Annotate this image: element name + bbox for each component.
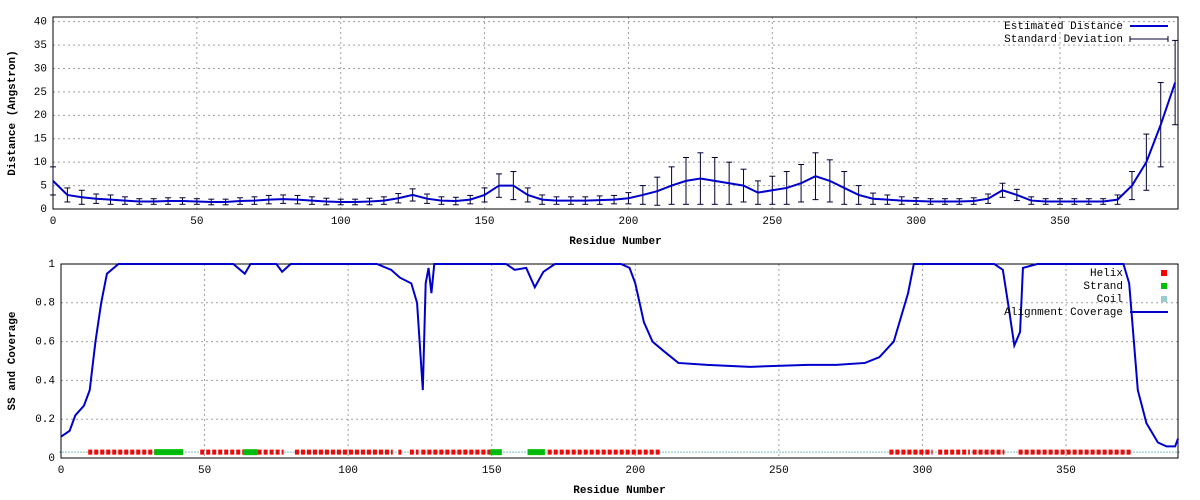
x-tick-label: 150 bbox=[475, 216, 495, 228]
y-tick-label: 10 bbox=[34, 157, 47, 169]
y-tick-label: 0.4 bbox=[35, 375, 55, 387]
y-tick-label: 25 bbox=[34, 87, 47, 99]
x-tick-label: 150 bbox=[482, 465, 502, 477]
y-tick-label: 0.2 bbox=[35, 414, 55, 426]
x-tick-label: 200 bbox=[625, 465, 645, 477]
legend-marker bbox=[1161, 270, 1167, 276]
plot-frame bbox=[60, 263, 1179, 459]
data-line bbox=[52, 82, 1177, 203]
legend-label: Standard Deviation bbox=[1004, 34, 1123, 46]
y-tick-label: 1 bbox=[48, 259, 55, 271]
x-tick-label: 200 bbox=[619, 216, 639, 228]
y-tick-label: 0 bbox=[40, 204, 47, 216]
x-tick-label: 250 bbox=[762, 216, 782, 228]
legend-label: Strand bbox=[1083, 281, 1123, 293]
y-tick-label: 35 bbox=[34, 40, 47, 52]
legend-label: Helix bbox=[1090, 268, 1123, 280]
x-axis-label: Residue Number bbox=[573, 485, 665, 497]
data-line bbox=[60, 263, 1179, 448]
x-tick-label: 100 bbox=[338, 465, 358, 477]
legend-label: Estimated Distance bbox=[1004, 21, 1123, 33]
y-tick-label: 15 bbox=[34, 134, 47, 146]
x-tick-label: 0 bbox=[58, 465, 65, 477]
y-axis-label: Distance (Angstron) bbox=[7, 50, 19, 175]
x-tick-label: 350 bbox=[1050, 216, 1070, 228]
y-tick-label: 30 bbox=[34, 63, 47, 75]
legend-marker bbox=[1161, 283, 1167, 289]
x-tick-label: 50 bbox=[198, 465, 211, 477]
legend-marker bbox=[1161, 296, 1167, 302]
x-tick-label: 0 bbox=[50, 216, 57, 228]
plot-frame bbox=[52, 16, 1179, 210]
x-tick-label: 350 bbox=[1056, 465, 1076, 477]
legend-label: Alignment Coverage bbox=[1004, 307, 1123, 319]
x-tick-label: 100 bbox=[331, 216, 351, 228]
y-tick-label: 0 bbox=[48, 453, 55, 465]
y-tick-label: 0.8 bbox=[35, 298, 55, 310]
y-tick-label: 5 bbox=[40, 180, 47, 192]
y-tick-label: 40 bbox=[34, 17, 47, 29]
y-axis-label: SS and Coverage bbox=[7, 311, 19, 410]
x-tick-label: 300 bbox=[913, 465, 933, 477]
y-tick-label: 0.6 bbox=[35, 337, 55, 349]
legend-label: Coil bbox=[1097, 294, 1123, 306]
x-tick-label: 250 bbox=[769, 465, 789, 477]
x-axis-label: Residue Number bbox=[569, 236, 661, 248]
y-tick-label: 20 bbox=[34, 110, 47, 122]
x-tick-label: 300 bbox=[906, 216, 926, 228]
x-tick-label: 50 bbox=[190, 216, 203, 228]
